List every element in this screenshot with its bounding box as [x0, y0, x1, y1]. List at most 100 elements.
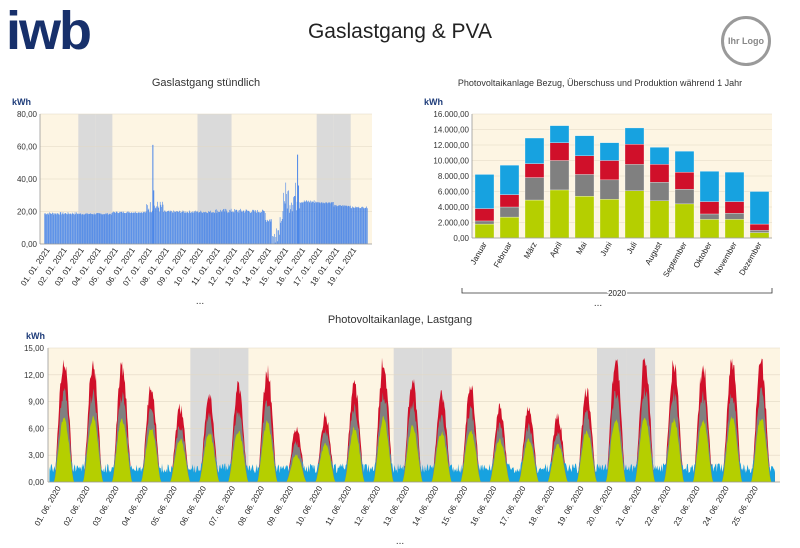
- gas-hour-bar: [123, 211, 124, 244]
- gas-hour-bar: [72, 213, 74, 244]
- gas-hour-bar: [315, 201, 317, 244]
- gas-hour-bar: [60, 212, 62, 244]
- gas-hour-bar: [159, 201, 161, 244]
- gas-hour-bar: [248, 210, 250, 244]
- gas-hour-bar: [55, 212, 57, 244]
- chart-title: Photovoltaikanlage Bezug, Überschuss und…: [458, 78, 742, 88]
- gas-hour-bar: [120, 211, 122, 244]
- x-tick-label: 09. 06. 2020: [265, 484, 295, 528]
- y-tick-label: 14.000,00: [433, 126, 469, 135]
- gas-hour-bar: [232, 211, 233, 244]
- stacked-bar-segment-green: [624, 190, 645, 239]
- gas-hour-bar: [76, 212, 77, 244]
- gas-hour-bar: [203, 211, 204, 244]
- gas-hour-bar: [105, 213, 106, 244]
- x-tick-label: Februar: [492, 240, 514, 269]
- stacked-bar-segment-red: [674, 171, 695, 190]
- y-axis-unit: kWh: [26, 331, 45, 341]
- ellipsis-more: ...: [396, 536, 404, 547]
- gas-hour-bar: [91, 213, 92, 244]
- gas-hour-bar: [44, 213, 45, 244]
- gas-hour-bar: [245, 209, 247, 244]
- gas-hour-bar: [352, 207, 354, 244]
- gas-hour-bar: [74, 214, 75, 244]
- chart-title: Photovoltaikanlage, Lastgang: [328, 314, 472, 326]
- gas-hour-bar: [244, 212, 245, 244]
- gas-hour-bar: [54, 213, 55, 244]
- gas-hour-bar: [331, 202, 333, 244]
- gas-hour-bar: [354, 207, 355, 244]
- gas-hour-bar: [234, 209, 235, 244]
- gas-hour-bar: [361, 206, 362, 244]
- gas-hour-bar: [129, 212, 130, 244]
- gas-hour-bar: [176, 211, 177, 244]
- gas-hour-bar: [143, 212, 145, 244]
- gas-hour-bar: [154, 207, 156, 244]
- gas-hour-bar: [289, 205, 291, 244]
- gas-hour-bar: [334, 204, 336, 244]
- gas-hour-bar: [365, 207, 367, 244]
- gas-hour-bar: [337, 206, 338, 244]
- gas-hour-bar: [281, 220, 282, 244]
- gas-hour-bar: [138, 212, 140, 244]
- gas-hour-bar: [230, 208, 232, 244]
- gas-hour-bar: [158, 207, 160, 244]
- gas-hour-bar: [354, 206, 356, 244]
- gas-hour-bar: [115, 211, 117, 244]
- gas-hour-bar: [338, 205, 340, 244]
- y-tick-label: 12,00: [24, 371, 45, 380]
- gas-hour-bar: [101, 213, 102, 244]
- gas-hour-bar: [97, 213, 99, 244]
- gas-hour-bar: [168, 210, 170, 244]
- gas-hour-bar: [93, 213, 95, 244]
- gas-hour-bar: [79, 214, 80, 244]
- gas-hour-bar: [63, 214, 65, 244]
- gas-hour-bar: [206, 212, 207, 244]
- gas-hour-bar: [65, 212, 67, 244]
- gas-hour-bar: [262, 210, 264, 244]
- gas-hour-bar: [177, 211, 179, 244]
- stacked-bar-segment-blue: [699, 171, 720, 202]
- y-tick-label: 16.000,00: [433, 110, 469, 119]
- x-tick-label: Mai: [574, 240, 588, 256]
- gas-hour-bar: [216, 212, 218, 244]
- gas-hour-bar: [96, 213, 97, 244]
- gas-hour-bar: [184, 211, 186, 244]
- x-tick-label: Oktober: [692, 240, 714, 269]
- y-axis-unit: kWh: [12, 97, 31, 107]
- stacked-bar-segment-red: [524, 163, 545, 178]
- gas-hour-bar: [176, 211, 178, 244]
- gas-hour-bar: [321, 202, 323, 244]
- gas-hour-bar: [335, 205, 336, 244]
- gas-hour-bar: [237, 210, 239, 244]
- gas-hour-bar: [44, 213, 46, 244]
- gas-hour-bar: [52, 212, 53, 244]
- gas-hour-bar: [347, 206, 348, 244]
- stacked-bar-segment-green: [599, 199, 620, 239]
- gas-hour-bar: [301, 202, 302, 244]
- gas-hour-bar: [358, 206, 360, 244]
- gas-hour-bar: [301, 203, 303, 244]
- gas-hour-bar: [278, 230, 279, 244]
- gas-hour-bar: [117, 212, 118, 244]
- gas-hour-bar: [154, 205, 155, 244]
- gas-hour-bar: [59, 212, 61, 244]
- gas-hour-bar: [53, 214, 55, 244]
- gas-hour-bar: [79, 213, 81, 244]
- gas-hour-bar: [174, 211, 175, 244]
- gas-hour-bar: [243, 210, 245, 244]
- gas-hour-bar: [173, 210, 174, 244]
- gas-hour-bar: [344, 205, 345, 244]
- gas-hour-bar: [303, 200, 305, 244]
- gas-hour-bar: [253, 209, 255, 244]
- gas-hour-bar: [189, 211, 191, 244]
- y-tick-label: 20,00: [17, 208, 38, 217]
- gas-hour-bar: [357, 207, 358, 244]
- gas-hour-bar: [208, 211, 210, 244]
- gas-hour-bar: [125, 212, 126, 244]
- stacked-bar-segment-gray: [499, 206, 520, 218]
- gas-hour-bar: [311, 201, 313, 244]
- x-tick-label: 07. 06. 2020: [207, 484, 237, 528]
- gas-hour-bar: [108, 214, 110, 244]
- x-tick-label: Januar: [469, 240, 489, 266]
